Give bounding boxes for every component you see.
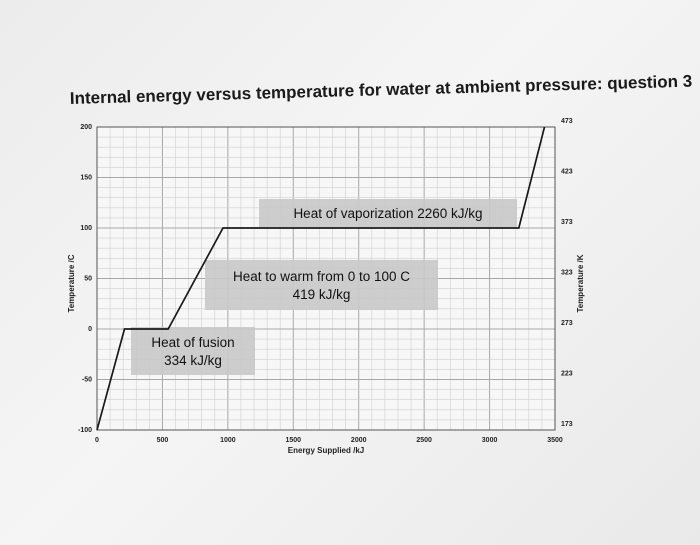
y2-tick-label: 473 xyxy=(561,118,573,125)
tick-layer: 0 500 1000 1500 2000 2500 3000 3500 -100 -50 0 50 10… xyxy=(78,118,573,444)
annotation-text: Heat of vaporization 2260 kJ/kg xyxy=(293,206,482,221)
annotation-text: Heat of fusion xyxy=(151,335,234,350)
y2-tick-label: 423 xyxy=(561,169,573,176)
y2-tick-label: 223 xyxy=(561,371,573,378)
annotation-box: Heat of fusion 334 kJ/kg xyxy=(131,327,255,375)
x-tick-label: 1000 xyxy=(220,437,236,444)
annotation-box-bg xyxy=(131,327,255,375)
y2-axis-label: Temperature /K xyxy=(576,254,585,312)
x-tick-label: 1500 xyxy=(285,437,301,444)
annotation-box: Heat of vaporization 2260 kJ/kg xyxy=(259,199,517,227)
y2-tick-label: 273 xyxy=(561,320,573,327)
x-tick-label: 0 xyxy=(95,437,99,444)
y-tick-label: 0 xyxy=(88,326,92,333)
annotation-box: Heat to warm from 0 to 100 C 419 kJ/kg xyxy=(205,260,438,310)
y2-tick-label: 373 xyxy=(561,219,573,226)
x-tick-label: 3000 xyxy=(482,437,498,444)
y-tick-label: 100 xyxy=(80,225,92,232)
series-line xyxy=(96,126,546,431)
annotation-box-bg xyxy=(259,199,517,227)
annotation-text: Heat to warm from 0 to 100 C xyxy=(233,269,410,284)
plot-frame xyxy=(96,126,556,431)
y-tick-label: 50 xyxy=(84,276,92,283)
annotation-text: 419 kJ/kg xyxy=(293,287,351,302)
x-axis-label: Energy Supplied /kJ xyxy=(288,446,364,455)
y2-tick-label: 323 xyxy=(561,270,573,277)
annotation-text: 334 kJ/kg xyxy=(164,353,222,368)
y-tick-label: -100 xyxy=(78,427,92,434)
x-tick-label: 2500 xyxy=(416,437,432,444)
y-tick-label: 150 xyxy=(80,175,92,182)
y-tick-label: -50 xyxy=(82,377,92,384)
y-axis-label: Temperature /C xyxy=(67,254,76,312)
x-tick-label: 500 xyxy=(157,437,169,444)
series-layer xyxy=(96,126,546,431)
y2-tick-label: 173 xyxy=(561,421,573,428)
chart-title: Internal energy versus temperature for w… xyxy=(70,72,693,108)
annotation-box-bg xyxy=(205,260,438,310)
y-tick-label: 200 xyxy=(80,124,92,131)
annotation-layer: Heat of fusion 334 kJ/kg Heat to warm from… xyxy=(131,199,517,375)
x-tick-label: 3500 xyxy=(547,437,563,444)
x-tick-label: 2000 xyxy=(351,437,367,444)
